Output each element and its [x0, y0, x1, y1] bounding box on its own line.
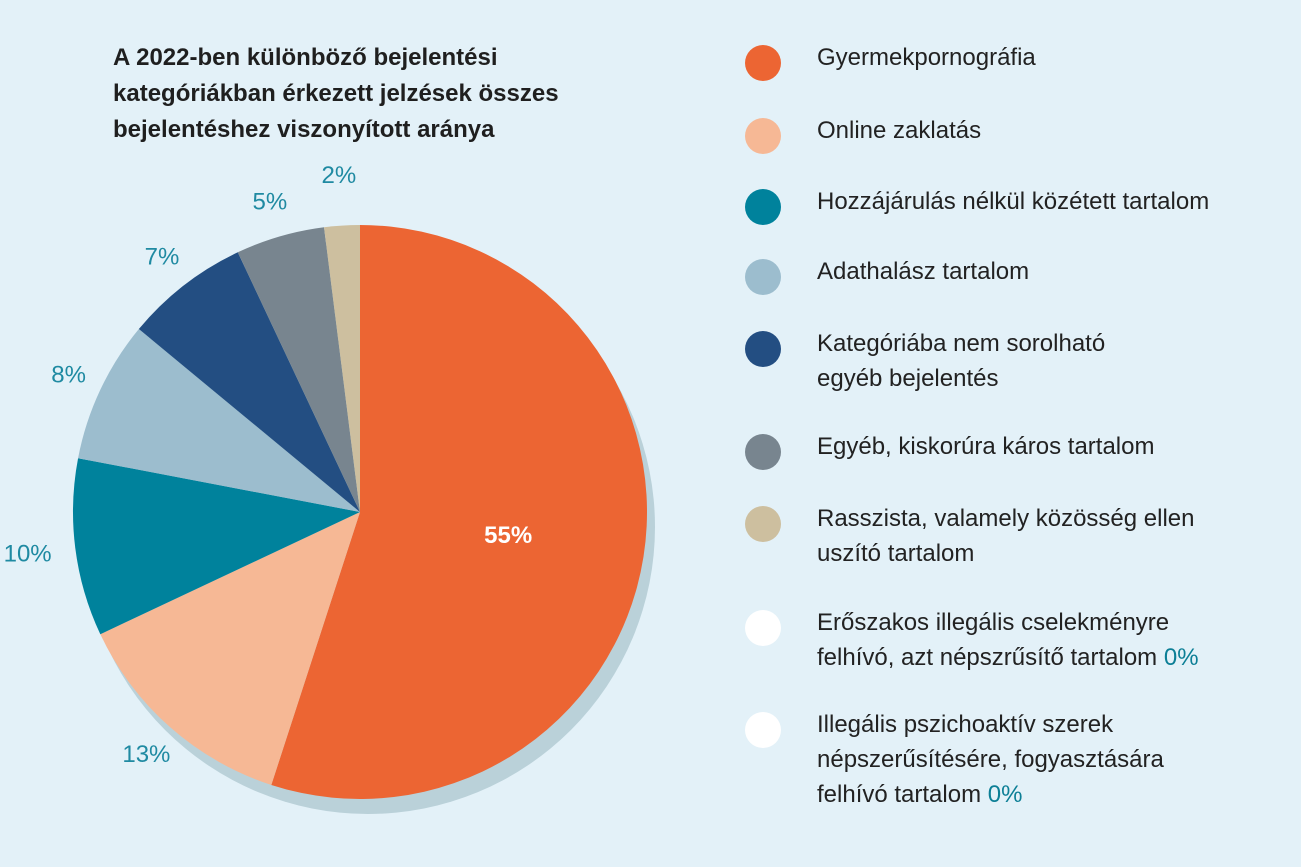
legend-label: Egyéb, kiskorúra káros tartalom	[817, 433, 1155, 460]
legend-swatch	[745, 45, 781, 81]
legend-swatch	[745, 189, 781, 225]
slice-label: 7%	[145, 243, 180, 270]
pie-slice	[78, 329, 360, 512]
legend-label: Rasszista, valamely közösség ellen uszító…	[817, 505, 1195, 567]
pie-slice	[237, 227, 360, 512]
slice-label: 5%	[253, 188, 288, 215]
legend-swatch	[745, 331, 781, 367]
slice-label: 13%	[122, 741, 170, 768]
pie-slice	[100, 512, 360, 785]
legend-swatch	[745, 118, 781, 154]
slice-label: 8%	[51, 361, 86, 388]
slice-label: 10%	[4, 540, 52, 567]
legend-label: Online zaklatás	[817, 117, 982, 144]
legend-swatch	[745, 434, 781, 470]
chart-title: A 2022-ben különböző bejelentési kategór…	[113, 44, 559, 143]
legend-label: Gyermekpornográfia	[817, 44, 1036, 71]
legend-label: Illegális pszichoaktív szerek népszerűsít…	[817, 711, 1164, 808]
legend-swatch	[745, 259, 781, 295]
pie-slice	[72, 458, 360, 635]
pie-slice	[271, 225, 648, 799]
legend-label: Erőszakos illegális cselekményre felhívó,…	[817, 609, 1199, 671]
legend-value: 0%	[1163, 644, 1199, 671]
legend: Gyermekpornográfia Online zaklatás Hozzájá…	[745, 0, 1301, 867]
legend-swatch	[745, 712, 781, 748]
pie-chart: 55% 13% 10% 8% 7% 5% 2%	[4, 162, 655, 814]
legend-swatch	[745, 506, 781, 542]
slice-label: 2%	[321, 162, 356, 189]
legend-swatch	[745, 610, 781, 646]
legend-value: 0%	[987, 781, 1023, 808]
legend-label: Adathalász tartalom	[817, 258, 1030, 285]
pie-slice	[324, 225, 360, 512]
legend-label: Kategóriába nem sorolható egyéb bejelenté…	[817, 330, 1106, 392]
legend-label: Hozzájárulás nélkül közétett tartalom	[817, 188, 1210, 215]
slice-label: 55%	[484, 522, 532, 549]
pie-slice	[138, 252, 360, 512]
